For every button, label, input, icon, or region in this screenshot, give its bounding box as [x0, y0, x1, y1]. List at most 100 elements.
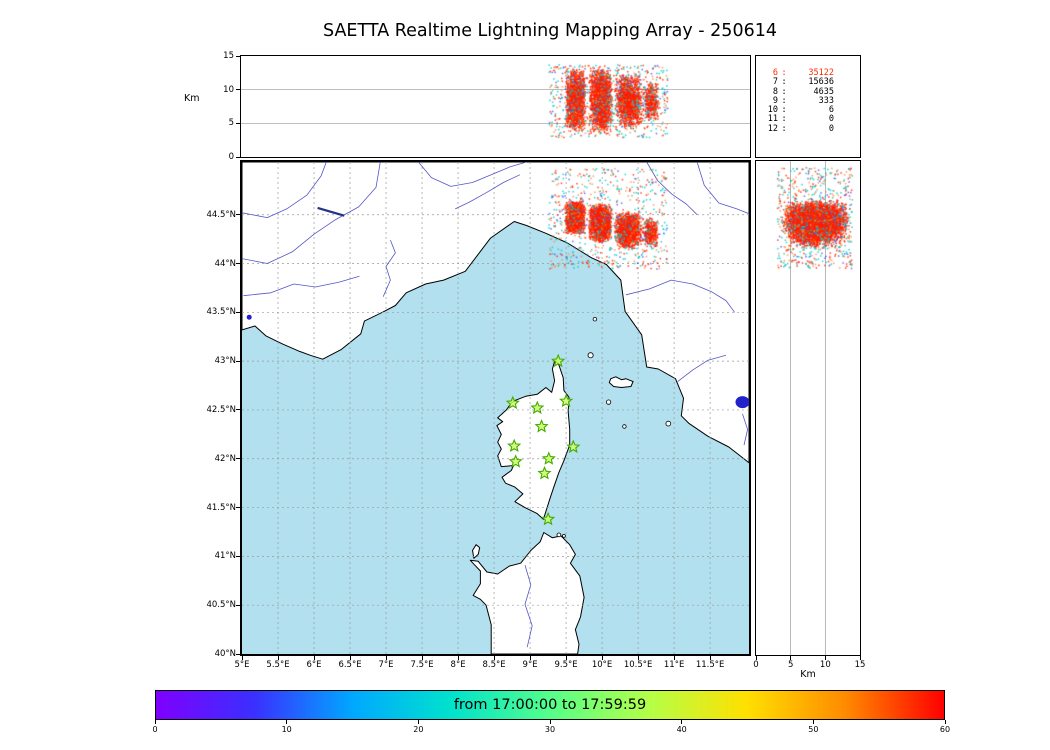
stats-count: 0 — [828, 114, 834, 125]
stats-level: 12 — [767, 123, 778, 134]
latitude-tick-label: 42.5°N — [206, 404, 236, 415]
longitude-tick-label: 8.5°E — [482, 660, 506, 670]
axis-tick — [549, 720, 551, 724]
stats-level: 8 — [772, 86, 778, 97]
axis-tick — [236, 458, 240, 460]
axis-tick — [417, 720, 419, 724]
axis-tick — [236, 156, 240, 158]
alt-lat-canvas — [756, 161, 860, 655]
longitude-tick-label: 9.5°E — [554, 660, 578, 670]
alt-lon-canvas — [241, 56, 750, 157]
axis-tick — [824, 656, 826, 660]
stats-level: 9 — [772, 95, 778, 106]
stats-level: 11 — [767, 114, 778, 125]
figure-title: SAETTA Realtime Lightning Mapping Array … — [323, 21, 777, 41]
source-counts-panel: 6:35122 7:15636 8:4635 9:333 10:6 11:0 1… — [755, 55, 861, 158]
axis-tick — [812, 720, 814, 724]
altitude-tick-label: 5 — [787, 660, 794, 670]
stats-colon: : — [781, 68, 787, 78]
longitude-tick-label: 9°E — [522, 660, 538, 670]
axis-tick — [236, 409, 240, 411]
stats-row: 7: 15636 — [756, 77, 860, 88]
longitude-tick-label: 5°E — [234, 660, 250, 670]
axis-tick — [790, 656, 792, 660]
stats-colon: : — [781, 123, 787, 134]
latitude-tick-label: 44°N — [214, 258, 236, 269]
axis-tick — [755, 656, 757, 660]
axis-tick — [236, 122, 240, 124]
altitude-vs-latitude-panel — [755, 160, 861, 656]
colorbar-tick-label: 0 — [152, 725, 158, 734]
longitude-tick-label: 10°E — [591, 660, 613, 670]
longitude-tick-label: 8°E — [450, 660, 466, 670]
axis-tick — [681, 720, 683, 724]
longitude-tick-label: 7.5°E — [410, 660, 434, 670]
longitude-tick-label: 6°E — [306, 660, 322, 670]
stats-colon: : — [781, 95, 787, 106]
altitude-tick-label: 15 — [223, 51, 234, 61]
axis-tick — [236, 507, 240, 509]
stats-level: 7 — [772, 77, 778, 88]
axis-tick — [385, 656, 387, 660]
time-colorbar: from 17:00:00 to 17:59:59 — [155, 690, 945, 720]
longitude-tick-label: 5.5°E — [266, 660, 290, 670]
longitude-tick-label: 7°E — [378, 660, 394, 670]
latitude-tick-label: 41°N — [214, 551, 236, 562]
axis-tick — [154, 720, 156, 724]
axis-tick — [236, 55, 240, 57]
axis-tick — [277, 656, 279, 660]
axis-tick — [236, 89, 240, 91]
latitude-tick-label: 40°N — [214, 649, 236, 659]
stats-colon: : — [781, 77, 787, 88]
stats-colon: : — [781, 86, 787, 97]
altitude-axis-label-top: Km — [184, 93, 200, 104]
axis-tick — [286, 720, 288, 724]
colorbar-tick-label: 10 — [281, 725, 292, 734]
altitude-tick-label: 15 — [854, 660, 866, 670]
axis-tick — [859, 656, 861, 660]
stats-colon: : — [781, 105, 787, 116]
latitude-tick-label: 44.5°N — [206, 209, 236, 220]
altitude-tick-label: 0 — [753, 660, 759, 670]
latitude-tick-label: 43.5°N — [206, 307, 236, 318]
map-canvas — [242, 162, 749, 654]
colorbar-tick-label: 60 — [939, 725, 951, 734]
colorbar-tick-label: 30 — [544, 725, 556, 734]
latitude-tick-label: 40.5°N — [206, 600, 236, 611]
altitude-axis-label-right: Km — [800, 669, 816, 680]
altitude-tick-label: 5 — [228, 118, 234, 129]
axis-tick — [457, 656, 459, 660]
altitude-vs-longitude-panel — [240, 55, 751, 158]
axis-tick — [944, 720, 946, 724]
axis-tick — [673, 656, 675, 660]
longitude-tick-label: 11.5°E — [695, 660, 725, 670]
longitude-tick-label: 11°E — [663, 660, 685, 670]
stats-count: 15636 — [808, 77, 834, 88]
longitude-tick-label: 10.5°E — [623, 660, 653, 670]
time-window-label: from 17:00:00 to 17:59:59 — [453, 697, 647, 713]
axis-tick — [236, 263, 240, 265]
altitude-tick-label: 10 — [223, 84, 234, 95]
longitude-tick-label: 6.5°E — [338, 660, 362, 670]
stats-row: 11: 0 — [756, 114, 860, 125]
stats-count: 333 — [818, 95, 834, 106]
axis-tick — [601, 656, 603, 660]
axis-tick — [529, 656, 531, 660]
stats-row: 6: 35122 — [756, 68, 860, 78]
axis-tick — [236, 360, 240, 362]
stats-row: 10: 6 — [756, 105, 860, 116]
axis-tick — [421, 656, 423, 660]
axis-tick — [637, 656, 639, 660]
axis-tick — [709, 656, 711, 660]
latitude-tick-label: 43°N — [214, 356, 236, 367]
axis-tick — [236, 653, 240, 655]
stats-count: 0 — [828, 123, 834, 134]
stats-row: 8: 4635 — [756, 86, 860, 97]
map-panel — [240, 160, 751, 656]
axis-tick — [493, 656, 495, 660]
stats-row: 12: 0 — [756, 123, 860, 134]
axis-tick — [236, 214, 240, 216]
axis-tick — [241, 656, 243, 660]
stats-count: 35122 — [808, 68, 834, 78]
